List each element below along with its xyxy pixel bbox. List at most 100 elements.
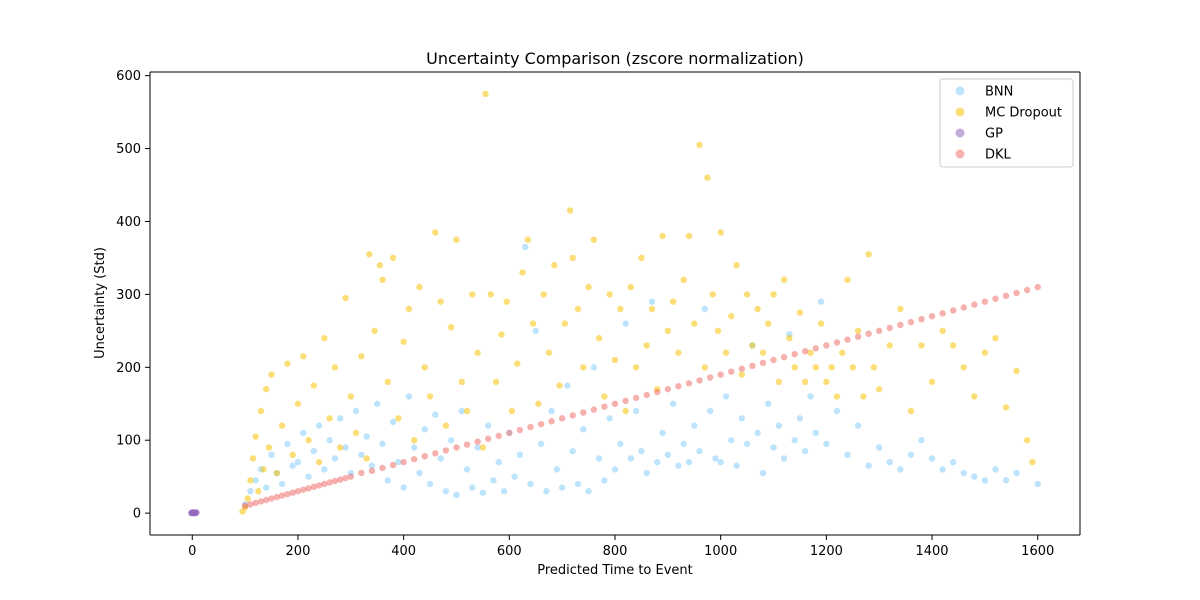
- point-bnn-114: [865, 462, 872, 469]
- point-dkl-69: [865, 330, 872, 337]
- point-bnn-120: [928, 455, 936, 462]
- point-mc-dropout-130: [886, 342, 893, 349]
- point-mc-dropout-142: [1013, 367, 1020, 375]
- point-mc-dropout-45: [442, 422, 450, 429]
- point-mc-dropout-46: [447, 324, 455, 331]
- point-mc-dropout-101: [728, 313, 735, 320]
- point-mc-dropout-59: [514, 360, 521, 367]
- point-bnn-76: [643, 469, 650, 477]
- point-mc-dropout-70: [569, 254, 576, 262]
- point-dkl-7: [278, 492, 286, 499]
- point-mc-dropout-61: [524, 236, 532, 243]
- point-dkl-42: [580, 409, 587, 416]
- point-mc-dropout-53: [482, 90, 489, 98]
- point-mc-dropout-136: [949, 342, 957, 349]
- point-mc-dropout-91: [680, 276, 687, 283]
- point-bnn-115: [876, 444, 883, 451]
- point-bnn-122: [949, 458, 957, 466]
- point-mc-dropout-117: [812, 364, 819, 371]
- point-mc-dropout-135: [939, 327, 946, 335]
- point-mc-dropout-74: [590, 236, 598, 243]
- point-bnn-23: [363, 433, 370, 440]
- series-dkl: [241, 283, 1041, 510]
- point-dkl-51: [675, 383, 682, 390]
- point-mc-dropout-94: [696, 141, 703, 149]
- point-mc-dropout-143: [1023, 437, 1031, 444]
- point-mc-dropout-2: [244, 495, 251, 502]
- point-bnn-62: [569, 447, 576, 455]
- point-mc-dropout-28: [358, 353, 365, 360]
- point-dkl-66: [833, 339, 841, 346]
- point-mc-dropout-84: [643, 342, 650, 349]
- point-dkl-26: [411, 455, 418, 463]
- point-bnn-58: [548, 407, 555, 415]
- point-bnn-11: [300, 429, 307, 437]
- point-mc-dropout-23: [331, 364, 339, 371]
- point-mc-dropout-131: [897, 305, 904, 313]
- point-mc-dropout-139: [981, 349, 989, 356]
- point-dkl-38: [537, 420, 545, 428]
- point-mc-dropout-122: [839, 349, 846, 356]
- point-bnn-87: [701, 305, 709, 313]
- point-mc-dropout-44: [437, 298, 444, 305]
- point-dkl-85: [1034, 283, 1041, 291]
- point-bnn-70: [611, 466, 619, 473]
- point-bnn-127: [1002, 477, 1010, 484]
- point-bnn-60: [558, 484, 566, 491]
- point-mc-dropout-95: [701, 364, 709, 371]
- point-dkl-21: [358, 469, 365, 477]
- point-bnn-37: [437, 455, 444, 462]
- point-dkl-13: [310, 483, 318, 491]
- point-dkl-31: [463, 441, 471, 448]
- point-bnn-46: [484, 422, 492, 429]
- point-mc-dropout-123: [844, 276, 851, 283]
- point-dkl-39: [548, 418, 555, 425]
- point-bnn-98: [759, 469, 767, 477]
- point-dkl-40: [558, 415, 566, 422]
- point-dkl-71: [886, 324, 893, 332]
- y-tick-label-0: 0: [133, 507, 141, 522]
- point-mc-dropout-107: [759, 349, 767, 356]
- point-dkl-50: [664, 385, 672, 393]
- point-bnn-89: [712, 455, 719, 462]
- legend-marker-bnn: [955, 86, 965, 96]
- point-dkl-56: [728, 368, 735, 375]
- point-dkl-3: [257, 498, 265, 505]
- point-mc-dropout-10: [265, 444, 273, 451]
- point-bnn-97: [754, 429, 761, 437]
- point-mc-dropout-18: [305, 437, 312, 444]
- point-bnn-38: [442, 488, 450, 495]
- point-bnn-101: [775, 422, 783, 429]
- point-bnn-69: [606, 415, 613, 422]
- point-bnn-67: [595, 455, 603, 462]
- series-mc-dropout: [239, 90, 1036, 515]
- point-bnn-116: [886, 458, 893, 466]
- x-tick-label-1: 200: [286, 544, 311, 559]
- point-bnn-61: [564, 382, 571, 389]
- point-mc-dropout-82: [632, 364, 640, 371]
- plot-area: [150, 72, 1080, 535]
- point-bnn-125: [981, 477, 989, 484]
- point-bnn-22: [358, 451, 365, 458]
- point-bnn-43: [469, 484, 476, 491]
- x-tick-label-3: 600: [497, 544, 522, 559]
- point-bnn-27: [384, 477, 391, 484]
- point-bnn-128: [1013, 469, 1020, 477]
- point-bnn-52: [516, 451, 524, 458]
- point-mc-dropout-60: [519, 269, 526, 276]
- point-mc-dropout-144: [1029, 458, 1036, 466]
- point-mc-dropout-112: [786, 334, 793, 342]
- point-mc-dropout-106: [754, 305, 761, 313]
- point-bnn-80: [664, 451, 672, 458]
- point-bnn-26: [379, 440, 386, 448]
- point-bnn-81: [669, 400, 677, 407]
- point-bnn-31: [405, 393, 413, 400]
- point-mc-dropout-12: [273, 469, 281, 477]
- point-mc-dropout-26: [347, 393, 354, 400]
- point-dkl-72: [897, 321, 904, 329]
- point-mc-dropout-128: [870, 364, 878, 371]
- point-mc-dropout-126: [860, 393, 867, 400]
- point-dkl-77: [949, 307, 957, 314]
- point-dkl-60: [770, 356, 777, 364]
